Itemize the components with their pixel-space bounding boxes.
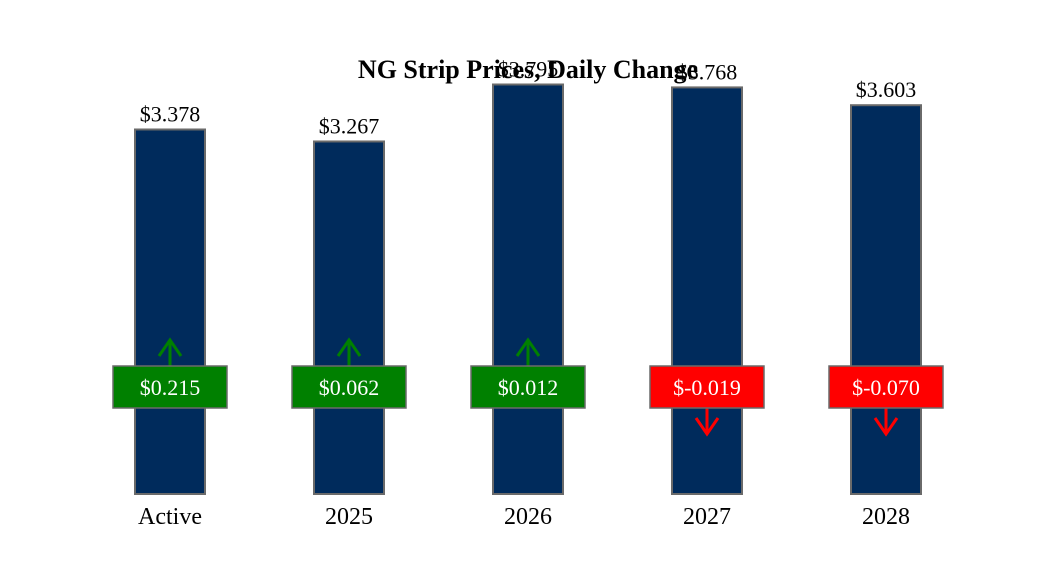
down-arrow-icon bbox=[873, 417, 899, 437]
up-arrow-icon bbox=[157, 337, 183, 357]
category-label: 2027 bbox=[683, 504, 731, 530]
price-bar bbox=[313, 140, 385, 496]
category-label: Active bbox=[138, 504, 202, 530]
change-value-label: $0.012 bbox=[498, 375, 559, 400]
down-arrow-icon bbox=[694, 417, 720, 437]
price-value-label: $3.795 bbox=[498, 56, 559, 81]
chart-title: NG Strip Prices, Daily Change bbox=[358, 55, 698, 84]
change-value-label: $0.062 bbox=[319, 375, 380, 400]
price-value-label: $3.768 bbox=[677, 59, 738, 84]
up-arrow-icon bbox=[336, 337, 362, 357]
change-value-label: $-0.070 bbox=[852, 375, 920, 400]
change-value-label: $0.215 bbox=[140, 375, 201, 400]
category-label: 2025 bbox=[325, 504, 373, 530]
category-label: 2028 bbox=[862, 504, 910, 530]
change-badge bbox=[112, 365, 228, 409]
up-arrow-icon bbox=[515, 337, 541, 357]
change-value-label: $-0.019 bbox=[673, 375, 741, 400]
price-value-label: $3.267 bbox=[319, 113, 380, 138]
change-badge bbox=[649, 365, 765, 409]
price-value-label: $3.378 bbox=[140, 101, 201, 126]
bars-group: $3.378 Active $0.215 $3.267 2025 $0.062 $3.795… bbox=[112, 56, 944, 530]
price-value-label: $3.603 bbox=[856, 77, 917, 102]
change-badge bbox=[828, 365, 944, 409]
price-bar bbox=[134, 128, 206, 495]
category-label: 2026 bbox=[504, 504, 552, 530]
change-badge bbox=[470, 365, 586, 409]
change-badge bbox=[291, 365, 407, 409]
price-bar bbox=[492, 83, 564, 496]
